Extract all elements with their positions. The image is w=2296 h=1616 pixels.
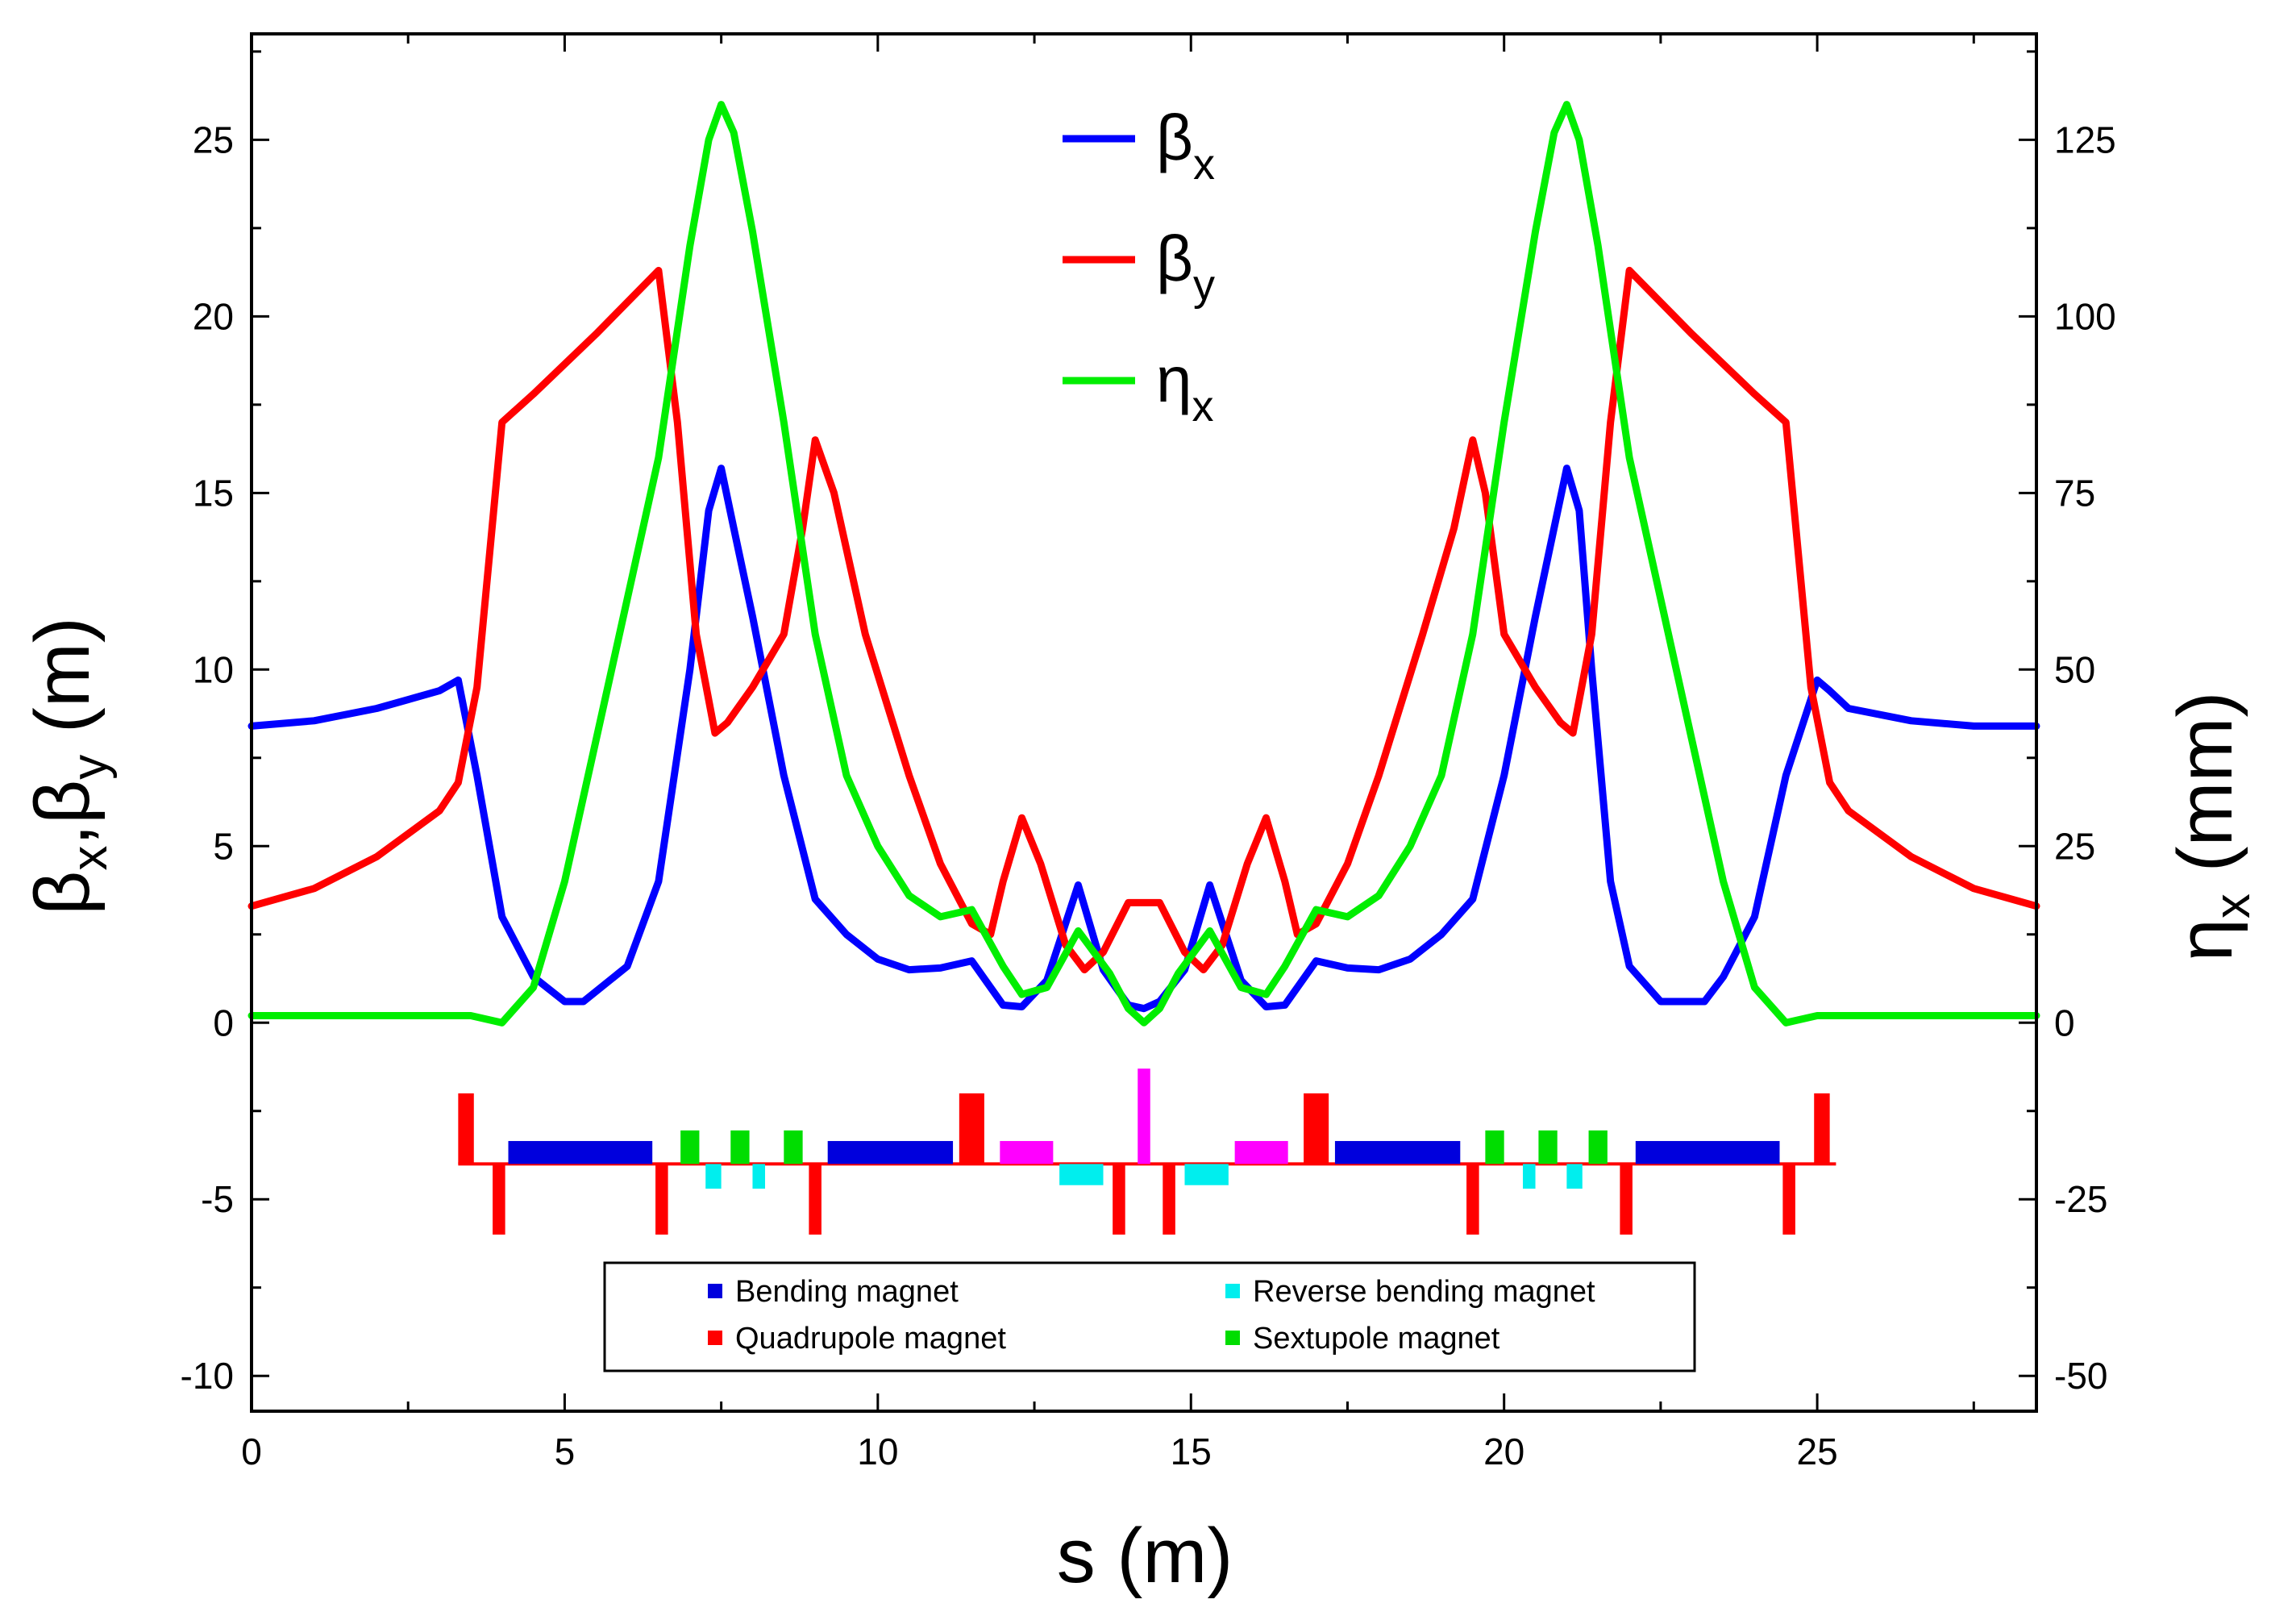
lattice-special-18 [1234,1140,1288,1164]
y-right-tick-label: 50 [2054,648,2095,690]
y-left-tick-label: 20 [193,295,234,337]
ylabel-right-unit: (mm) [2162,692,2248,894]
lattice-bending-20 [1334,1140,1461,1164]
lattice-quadrupole-19 [1304,1093,1329,1164]
ylabel-left-sub-y: y [62,755,118,780]
series-line-beta-y [247,266,2040,974]
x-tick-label: 10 [857,1431,898,1472]
legend-label-main: η [1156,344,1192,415]
ylabel-right-eta: η [2162,918,2248,961]
element-legend-label: Sextupole magnet [1253,1322,1500,1356]
y-left-tick-label: 25 [193,119,234,160]
legend-label-sub: x [1193,140,1215,189]
y-left-tick-label: 15 [193,472,234,514]
series-line-eta-x [247,101,2040,1027]
y-left-tick-label: -10 [181,1355,234,1397]
ylabel-left-unit: (m) [19,617,106,755]
legend-label-beta-y: βy [1156,223,1215,310]
plot-frame [250,32,2038,1413]
y-left-tick-label: 0 [213,1002,234,1043]
y-right-tick-label: 75 [2054,472,2095,514]
y-left-tick-label: 10 [193,648,234,690]
lattice-layer [458,1068,1836,1235]
x-axis-title: s (m) [1057,1513,1233,1599]
element-legend-label: Bending magnet [735,1275,959,1309]
lattice-special-15 [1138,1068,1150,1164]
lattice-quadrupole-16 [1163,1164,1175,1235]
y-left-tick-label: 5 [213,825,234,867]
ylabel-right-sub-x: x [2205,893,2261,918]
y-right-tick-label: -50 [2054,1355,2107,1397]
legend-label-main: β [1156,102,1193,173]
lattice-special-12 [1000,1140,1054,1164]
element-legend-swatch [1225,1331,1240,1345]
x-tick-label: 20 [1483,1431,1524,1472]
lattice-bending-2 [508,1140,653,1164]
x-tick-label: 25 [1797,1431,1838,1472]
lattice-quadrupole-14 [1113,1164,1125,1235]
lattice-sextupole-26 [1588,1130,1608,1164]
element-legend: Bending magnet Reverse bending magnet Quad… [603,1261,1696,1372]
ylabel-left-beta-y: ,β [19,780,106,846]
x-tick-label: 0 [241,1431,262,1472]
legend-label-eta-x: ηx [1156,344,1214,431]
lattice-sextupole-22 [1485,1130,1504,1164]
lattice-quadrupole-29 [1782,1164,1795,1235]
y-axis-title-left: βx,βy (m) [19,617,118,915]
lattice-sextupole-4 [680,1130,700,1164]
ticks-layer: 0 5 10 15 20 25-10-50510152025-50-25025507510… [181,34,2116,1472]
legend-label-sub: x [1192,382,1214,431]
lattice-quadrupole-9 [809,1164,821,1235]
lattice-sextupole-8 [784,1130,803,1164]
lattice-quadrupole-0 [458,1093,474,1164]
y-left-tick-label: -5 [201,1178,234,1220]
element-legend-box [603,1261,1696,1372]
legend-label-main: β [1156,223,1193,294]
lattice-reverse-5 [705,1164,722,1189]
y-right-tick-label: 25 [2054,825,2095,867]
y-right-tick-label: 125 [2054,119,2116,160]
y-axis-title-right: ηx (mm) [2162,692,2261,962]
legend-label-beta-x: βx [1156,102,1215,189]
lattice-sextupole-6 [730,1130,750,1164]
lattice-sextupole-24 [1538,1130,1558,1164]
lattice-reverse-25 [1566,1164,1583,1189]
y-right-tick-label: 0 [2054,1002,2075,1043]
lattice-bending-28 [1635,1140,1780,1164]
lattice-quadrupole-27 [1620,1164,1633,1235]
element-legend-swatch [708,1284,722,1298]
x-tick-label: 5 [555,1431,576,1472]
element-legend-swatch [1225,1284,1240,1298]
lattice-quadrupole-21 [1466,1164,1479,1235]
lines-layer [247,101,2040,1027]
lattice-quadrupole-11 [959,1093,984,1164]
ylabel-left-sub-x: x [62,846,118,871]
legend-label-sub: y [1193,261,1215,310]
x-tick-label: 15 [1171,1431,1212,1472]
ylabel-left-beta-x: β [19,871,106,915]
y-right-tick-label: 100 [2054,295,2116,337]
lattice-reverse-23 [1522,1164,1536,1189]
lattice-quadrupole-30 [1814,1093,1830,1164]
element-legend-label: Quadrupole magnet [735,1322,1006,1356]
lattice-quadrupole-1 [493,1164,505,1235]
lattice-reverse-13 [1059,1164,1104,1185]
lattice-quadrupole-3 [655,1164,668,1235]
element-legend-label: Reverse bending magnet [1253,1275,1595,1309]
lattice-bending-10 [827,1140,954,1164]
series-line-beta-x [247,464,2040,1013]
y-right-tick-label: -25 [2054,1178,2107,1220]
element-legend-swatch [708,1331,722,1345]
lattice-reverse-7 [752,1164,766,1189]
lattice-reverse-17 [1184,1164,1229,1185]
